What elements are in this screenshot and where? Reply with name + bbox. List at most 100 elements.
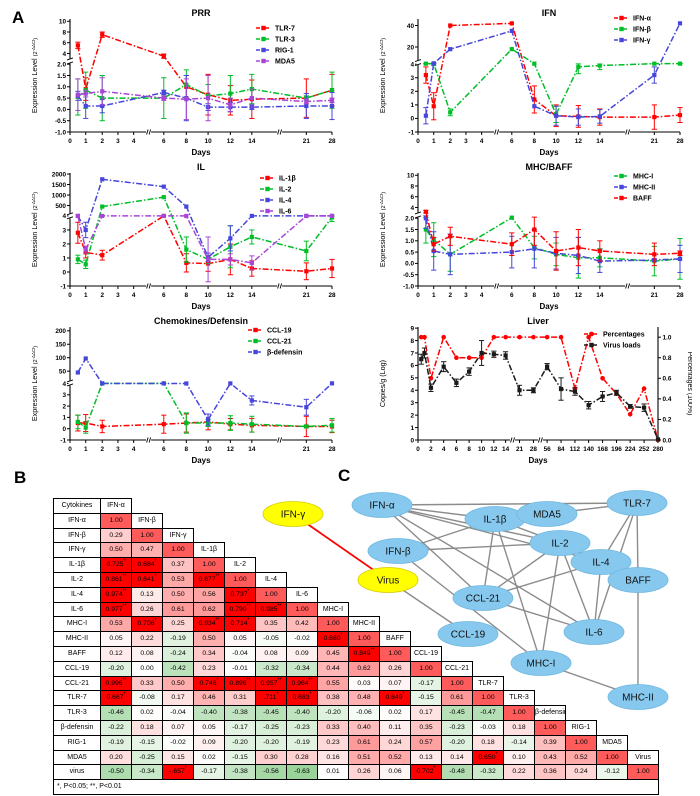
matrix-cell: -0.19 [162,631,194,647]
matrix-cell: 0.50 [100,542,132,559]
y-axis-label: Expression Level (2-ΔΔCt) [30,346,39,421]
significance-asterisk: ** [246,603,251,610]
data-point [597,248,602,254]
legend-label: IL-6 [279,209,292,216]
network-node-mhc-ii: MHC-II [607,684,669,710]
x-axis-label: Days [528,456,548,465]
network-edge [381,502,638,506]
series-line [425,216,681,262]
x-tick-label: 84 [557,446,565,453]
x-tick-label: 28 [676,138,684,145]
series-line [77,215,332,264]
x-tick-label: 3 [116,138,120,145]
x-tick-label: 4 [132,446,136,453]
network-node-ifn-: IFN-α [351,492,413,518]
x-tick-label: 252 [639,446,650,453]
matrix-cell: 0.05 [193,720,225,736]
y-tick-label: 4 [62,51,66,58]
matrix-cell: 0.34 [193,646,225,662]
legend-marker [619,184,624,190]
data-point [304,269,309,274]
matrix-row-label: BAFF [53,646,101,662]
matrix-cell: 0.683* [286,690,318,707]
x-tick-label: 3 [464,138,468,145]
data-point [100,32,105,37]
network-node-ccl-21: CCL-21 [452,585,514,611]
x-tick-label: 140 [583,446,594,453]
matrix-cell: 0.22 [131,631,163,647]
y-break-slash [66,57,74,61]
matrix-cell: 0.13 [131,586,163,603]
chart-ifn: -1 0 1 2 3 4 20 40 0 1 2 3 4 6 8 10 12 14 21 28 IFN Days Expre… [376,6,692,163]
significance-asterisk: * [247,618,250,625]
right-tick-label: 0.2 [663,417,672,424]
x-tick-label: 1 [84,292,88,299]
chart-il: -1 0 1 2 3 4 500 1000 1500 2000 0 1 2 3 4 6 8 10 12 14 21 28 I… [28,160,344,317]
matrix-cell: -0.25 [131,749,163,766]
matrix-row-label: β-defensin [53,720,101,736]
chart-chemokines-defensin: -1 0 1 2 3 4 50 100 150 200 0 1 2 3 4 6 8 10 12 14 21 28 Chemo… [28,314,344,471]
legend-label: BAFF [633,196,652,203]
x-tick-label: 21 [303,446,311,453]
y-break-slash [414,63,422,67]
data-point [100,204,105,209]
matrix-cell: 0.50 [193,631,225,647]
data-point [454,380,459,385]
significance-asterisk: * [184,766,187,773]
x-tick-label: 14 [248,138,256,145]
data-point [597,63,602,68]
matrix-cell: -0.46 [100,705,132,721]
node-label: IL-2 [551,538,569,549]
x-tick-label: 1 [432,292,436,299]
data-point [249,398,254,403]
data-point [228,102,233,107]
x-tick-label: 0 [68,446,72,453]
y-break-slash [414,59,422,63]
matrix-cell: 1.00 [627,764,659,781]
x-tick-label: 28 [530,446,538,453]
y-axis-label: Expression Level (2-ΔΔCt) [30,38,39,113]
matrix-cell: -0.04 [162,705,194,721]
matrix-cell: 1.00 [162,542,194,559]
y-tick-label: -0.5 [55,118,66,125]
y-tick-label: 0.5 [57,95,66,102]
y-tick-label: 4 [62,381,66,388]
legend-label: RIG-1 [275,48,294,55]
node-label: IL-4 [592,557,610,568]
interaction-network: IFN-γ IFN-α IL-1β MDA5 TLR-7 IFN-β IL-2 IL-4 BAF… [252,478,700,741]
matrix-row-label: IFN-γ [53,542,101,559]
matrix-cell: 0.684* [131,557,163,573]
matrix-cell: 0.14 [441,749,473,766]
y-axis-label: Expression Level (2-ΔΔCt) [378,192,387,267]
x-tick-label: 0 [416,446,420,453]
y-tick-label: 0 [62,426,66,433]
matrix-cell: 0.51 [348,749,380,766]
matrix-row-label: IL-6 [53,601,101,618]
data-point [423,227,428,232]
network-svg: IFN-γ IFN-α IL-1β MDA5 TLR-7 IFN-β IL-2 IL-4 BAF… [262,490,669,710]
x-tick-label: 224 [625,446,636,453]
data-point [545,364,550,369]
y-tick-label: 2 [62,241,66,248]
data-point [466,355,472,361]
matrix-cell: 0.20 [100,749,132,766]
data-point [503,334,508,340]
matrix-cell: -0.08 [131,690,163,707]
series-line [77,33,333,102]
data-point [677,61,683,66]
y-tick-label: 4 [410,205,414,212]
x-tick-label: 2 [100,446,104,453]
chart-title: Liver [527,316,549,326]
matrix-cell: .711* [255,690,287,707]
node-label: MHC-II [622,692,654,703]
y-tick-label: 8 [62,29,66,36]
data-point [83,262,88,267]
data-point [75,213,80,219]
matrix-cell: 0.12 [100,646,132,662]
data-point [205,257,211,262]
y-tick-label: 3 [410,400,414,407]
network-node-ccl-19: CCL-19 [437,621,499,647]
y-axis-label: Copies/g (Log) [378,360,387,407]
